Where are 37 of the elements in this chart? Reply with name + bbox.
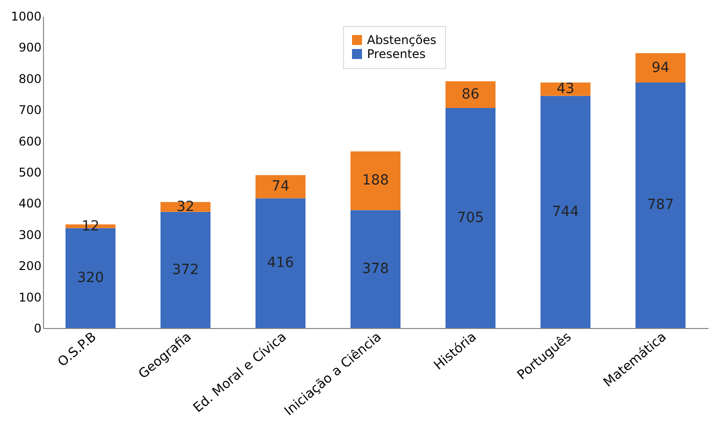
bar [540, 96, 590, 328]
y-tick-label: 200 [18, 259, 42, 274]
legend-label: Abstenções [367, 33, 436, 47]
data-label: 43 [556, 81, 574, 98]
data-label: 94 [652, 60, 670, 76]
y-tick-label: 900 [18, 40, 42, 55]
data-label: 320 [77, 270, 104, 286]
y-tick-label: 800 [18, 72, 42, 86]
bar [636, 82, 686, 328]
bar [256, 198, 306, 328]
bar [446, 81, 496, 108]
data-label: 188 [362, 172, 389, 189]
y-tick-label: 500 [18, 166, 42, 180]
y-tick-label: 600 [18, 134, 42, 148]
data-label: 705 [457, 210, 484, 226]
data-label: 86 [462, 86, 480, 103]
bar [160, 212, 210, 328]
bar [256, 175, 306, 198]
data-label: 32 [176, 198, 194, 215]
bar [446, 108, 496, 328]
data-label: 744 [552, 204, 579, 220]
y-tick-label: 300 [18, 228, 42, 242]
data-label: 12 [82, 218, 100, 234]
legend-label: Presentes [367, 47, 426, 61]
data-label: 372 [172, 262, 199, 278]
y-tick-label: 100 [18, 290, 42, 304]
y-tick-label: 700 [18, 103, 42, 118]
y-tick-label: 400 [18, 196, 42, 211]
data-label: 416 [267, 255, 294, 272]
data-label: 787 [647, 197, 674, 214]
bar [350, 210, 400, 328]
y-tick-label: 1000 [10, 10, 42, 24]
data-label: 378 [362, 261, 389, 278]
data-label: 74 [272, 178, 290, 195]
y-tick-label: 0 [34, 322, 42, 336]
bar [350, 151, 400, 210]
bar [636, 53, 686, 82]
